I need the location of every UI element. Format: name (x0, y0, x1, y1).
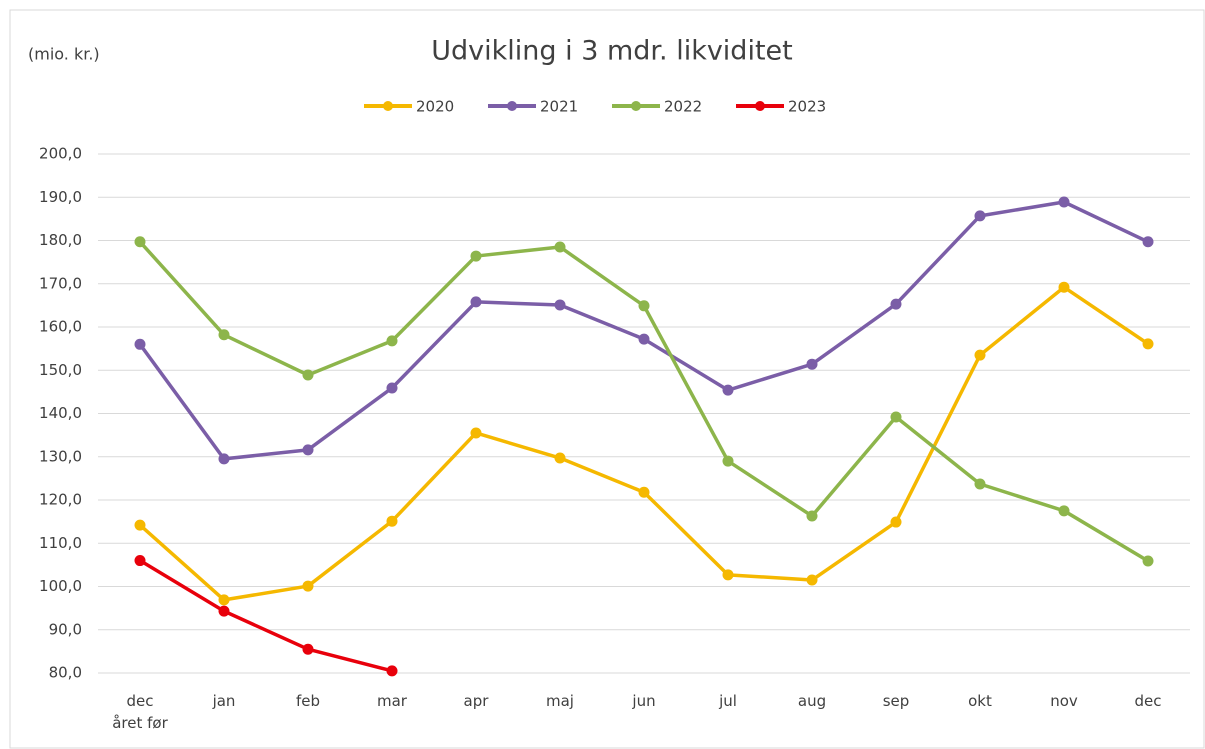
data-point (638, 486, 650, 498)
data-point (386, 382, 398, 394)
data-point (470, 250, 482, 262)
data-point (134, 555, 146, 567)
x-tick-label: aug (797, 692, 827, 710)
data-point (974, 349, 986, 361)
data-point (302, 369, 314, 381)
legend-marker (631, 101, 641, 111)
data-point (470, 296, 482, 308)
data-point (806, 510, 818, 522)
x-tick-label: dec (1134, 692, 1162, 710)
x-tick-label: feb (295, 692, 321, 710)
data-point (1058, 505, 1070, 517)
data-point (218, 329, 230, 341)
data-point (218, 605, 230, 617)
data-point (554, 241, 566, 253)
x-tick-label: sep (882, 692, 910, 710)
legend-marker (507, 101, 517, 111)
data-point (806, 574, 818, 586)
data-point (134, 236, 146, 248)
data-point (134, 519, 146, 531)
y-tick-label: 80,0 (49, 664, 82, 682)
data-point (722, 455, 734, 467)
y-tick-label: 160,0 (39, 318, 82, 336)
legend-marker (755, 101, 765, 111)
y-tick-label: 130,0 (39, 447, 82, 465)
data-point (1142, 338, 1154, 350)
data-point (302, 580, 314, 592)
series-line (139, 559, 393, 673)
x-tick-label: nov (1050, 692, 1078, 710)
data-point (1142, 555, 1154, 567)
data-point (638, 300, 650, 312)
chart-title: Udvikling i 3 mdr. likviditet (431, 36, 792, 67)
data-point (638, 333, 650, 345)
data-point (470, 427, 482, 439)
y-tick-label: 200,0 (39, 145, 82, 163)
data-point (974, 478, 986, 490)
data-point (386, 335, 398, 347)
data-point (134, 338, 146, 350)
data-point (1058, 196, 1070, 208)
data-point (722, 569, 734, 581)
data-point (890, 516, 902, 528)
data-point (386, 665, 398, 677)
data-point (554, 299, 566, 311)
legend-label: 2023 (788, 98, 826, 116)
y-tick-label: 150,0 (39, 361, 82, 379)
data-point (386, 515, 398, 527)
data-point (218, 453, 230, 465)
x-tick-label: apr (463, 692, 489, 710)
y-axis-label: (mio. kr.) (28, 45, 100, 64)
y-tick-label: 140,0 (39, 404, 82, 422)
x-tick-label: jun (632, 692, 656, 710)
chart-border (9, 9, 1205, 749)
data-point (554, 452, 566, 464)
x-tick-label: mar (377, 692, 407, 710)
y-tick-label: 120,0 (39, 491, 82, 509)
y-tick-label: 180,0 (39, 231, 82, 249)
legend-label: 2022 (664, 98, 702, 116)
data-point (1142, 236, 1154, 248)
data-point (1058, 281, 1070, 293)
data-point (722, 384, 734, 396)
x-tick-label: jul (719, 692, 737, 710)
data-point (302, 444, 314, 456)
x-tick-label: jan (212, 692, 236, 710)
data-point (218, 594, 230, 606)
legend-label: 2020 (416, 98, 454, 116)
y-tick-label: 170,0 (39, 274, 82, 292)
data-point (806, 358, 818, 370)
x-tick-label: okt (968, 692, 992, 710)
data-point (974, 210, 986, 222)
x-tick-label: maj (546, 692, 574, 710)
legend-marker (383, 101, 393, 111)
data-point (890, 411, 902, 423)
data-point (890, 298, 902, 310)
y-tick-label: 90,0 (49, 620, 82, 638)
y-tick-label: 190,0 (39, 188, 82, 206)
y-tick-label: 100,0 (39, 577, 82, 595)
x-tick-label: dec året før (112, 692, 168, 732)
data-point (302, 643, 314, 655)
y-tick-label: 110,0 (39, 534, 82, 552)
legend-label: 2021 (540, 98, 578, 116)
